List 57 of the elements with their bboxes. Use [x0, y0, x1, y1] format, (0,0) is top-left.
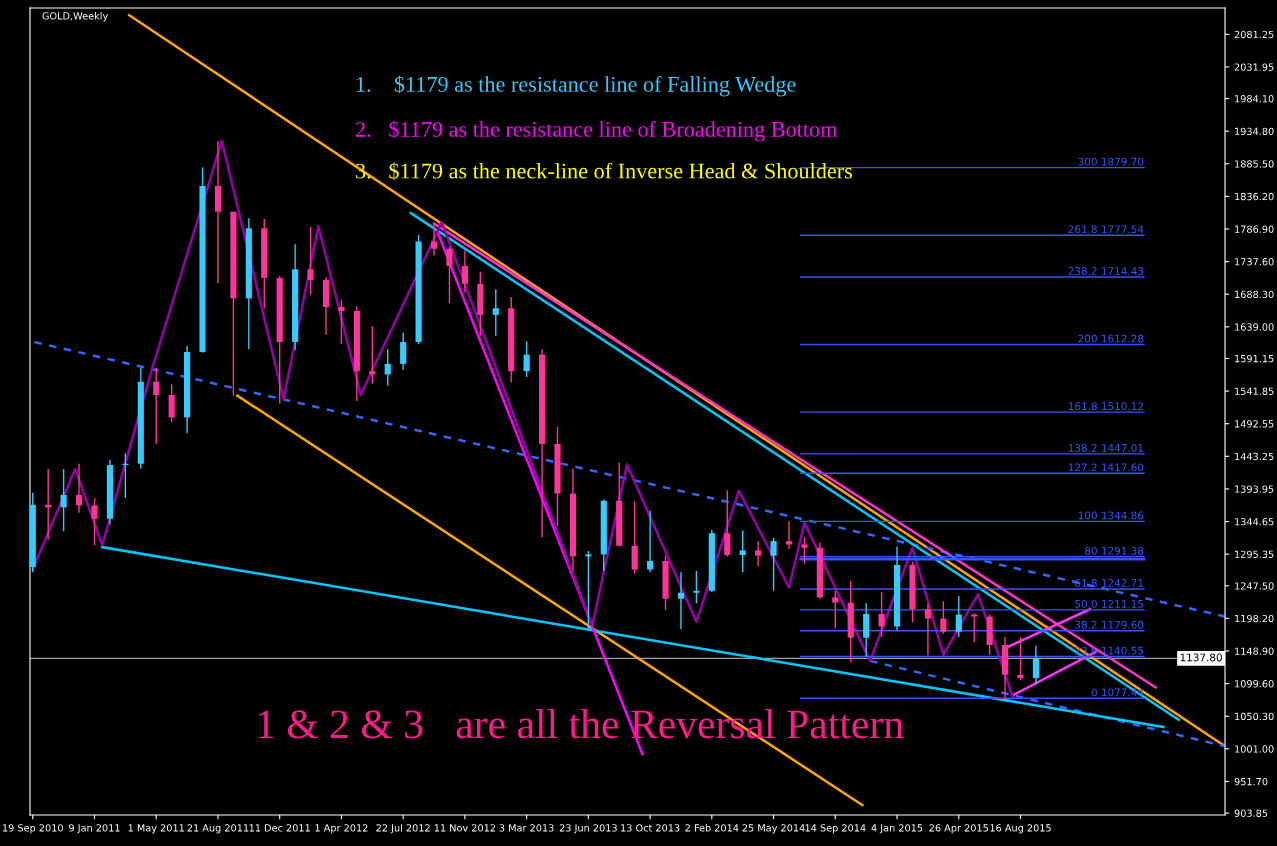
y-tick-label: 1934.80	[1235, 127, 1274, 135]
y-tick-label: 1393.95	[1235, 485, 1274, 493]
x-tick-label: 19 Sep 2010	[3, 824, 63, 834]
series-label: 200 1612.28	[1078, 334, 1144, 343]
series-label: 261.8 1777.54	[1068, 225, 1144, 234]
x-tick-label: 21 Aug 2011	[187, 824, 249, 834]
y-tick-label: 1737.60	[1235, 258, 1274, 266]
series-label: 100 1344.86	[1078, 511, 1144, 520]
x-tick-label: 26 Apr 2015	[929, 824, 988, 834]
y-tick-label: 1885.50	[1235, 160, 1274, 168]
y-tick-label: 1639.00	[1235, 323, 1274, 331]
series-label: 50.0 1211.15	[1075, 599, 1144, 608]
y-tick-label: 1295.35	[1235, 550, 1274, 558]
series-label: 300 1879.70	[1078, 157, 1144, 166]
x-tick-label: 14 Sep 2014	[805, 824, 866, 834]
series-label: 138.2 1447.01	[1068, 443, 1144, 452]
x-tick-label: 4 Jan 2015	[871, 824, 923, 834]
y-tick-label: 1541.85	[1235, 387, 1274, 395]
series-label: 80 1291.38	[1085, 546, 1144, 555]
x-tick-label: 1 May 2011	[128, 824, 184, 834]
y-tick-label: 1836.20	[1235, 192, 1274, 201]
annotation: 1. $1179 as the resistance line of Falling Wedge	[356, 75, 796, 97]
y-tick-label: 1443.25	[1235, 452, 1274, 461]
y-tick-label: 1984.10	[1235, 95, 1274, 103]
x-tick-label: 22 Jul 2012	[376, 824, 430, 834]
y-tick-label: 1344.65	[1235, 518, 1274, 526]
y-tick-label: 1050.30	[1235, 712, 1274, 721]
y-tick-label: 1001.00	[1235, 745, 1274, 753]
series-label: 161.8 1510.12	[1068, 402, 1143, 411]
series-label: 38.2 1179.60	[1075, 620, 1144, 629]
x-tick-label: 11 Nov 2012	[434, 824, 496, 832]
y-tick-label: 1591.15	[1235, 354, 1274, 363]
y-tick-label: 1148.90	[1235, 647, 1274, 655]
x-tick-label: 25 May 2014	[742, 824, 805, 834]
y-tick-label: 903.85	[1234, 809, 1268, 817]
y-tick-label: 951.70	[1234, 777, 1268, 786]
series-label: 127.2 1417.60	[1068, 463, 1144, 472]
y-tick-label: 1688.30	[1235, 290, 1274, 299]
x-tick-label: 9 Jan 2011	[69, 824, 120, 834]
y-tick-label: 2031.95	[1234, 63, 1274, 71]
annotation: 2. $1179 as the resistance line of Broadening Bottom	[355, 120, 838, 142]
x-tick-label: 2 Feb 2014	[685, 824, 739, 832]
series-label: 238.2 1714.43	[1068, 267, 1144, 275]
x-tick-label: 11 Dec 2011	[249, 824, 310, 832]
y-tick-label: 1786.90	[1235, 225, 1274, 233]
x-tick-label: 13 Oct 2013	[621, 824, 680, 832]
x-tick-label: 1 Apr 2012	[315, 824, 368, 834]
x-tick-label: 16 Aug 2015	[990, 824, 1051, 834]
ref-line-label: 1137.80	[1180, 653, 1222, 662]
chart-title: GOLD,Weekly	[42, 12, 108, 22]
y-tick-label: 1247.50	[1235, 582, 1274, 590]
y-tick-label: 2081.25	[1234, 30, 1274, 39]
y-tick-label: 1099.60	[1235, 680, 1274, 688]
x-tick-label: 3 Mar 2013	[499, 824, 554, 832]
y-tick-label: 1198.20	[1235, 614, 1274, 623]
x-tick-label: 23 Jun 2013	[559, 824, 617, 834]
y-tick-label: 1492.55	[1235, 420, 1274, 428]
